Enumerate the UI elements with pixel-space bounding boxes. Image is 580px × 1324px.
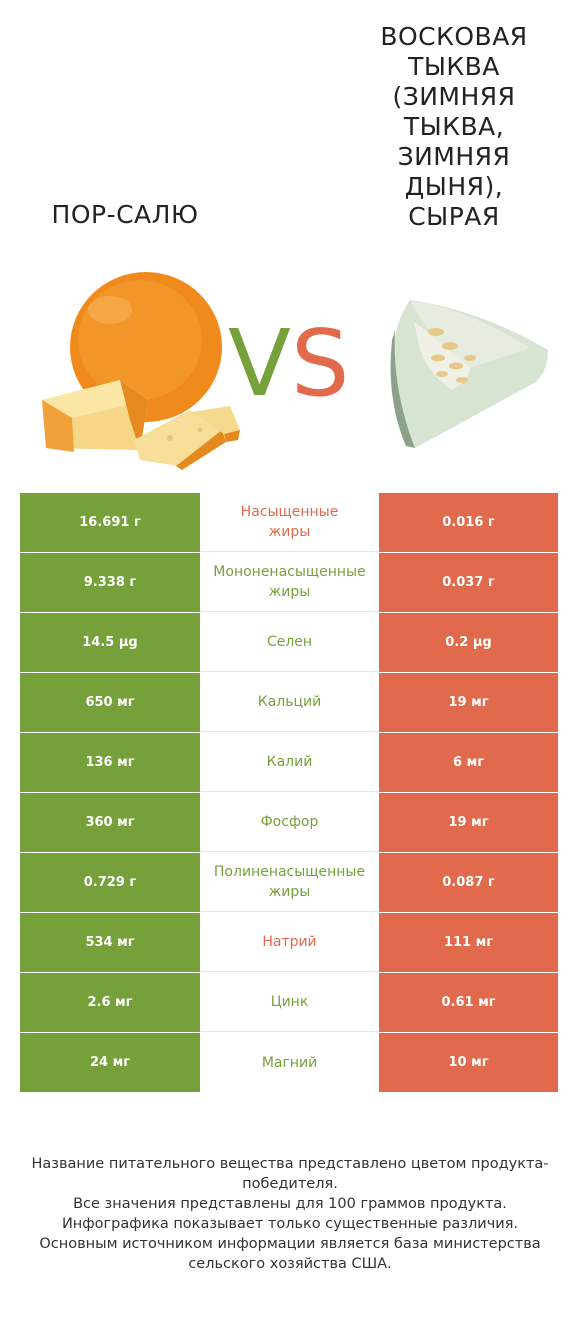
left-value: 2.6 мг [20, 973, 200, 1032]
vs-label: VS [228, 310, 350, 417]
product-right-title: ВОСКОВАЯ ТЫКВА (ЗИМНЯЯ ТЫКВА, ЗИМНЯЯ ДЫН… [380, 22, 528, 231]
table-row: 9.338 г Мононенасыщенные жиры 0.037 г [20, 553, 558, 612]
right-value: 19 мг [379, 793, 558, 852]
left-value: 360 мг [20, 793, 200, 852]
nutrient-name: Мононенасыщенные жиры [200, 553, 379, 612]
left-value: 16.691 г [20, 493, 200, 552]
footer-line: Основным источником информации является … [39, 1236, 541, 1272]
nutrient-name: Калий [200, 733, 379, 792]
comparison-table: 16.691 г Насыщенные жиры 0.016 г 9.338 г Моно… [20, 493, 558, 1093]
table-row: 136 мг Калий 6 мг [20, 733, 558, 792]
footer-line: Инфографика показывает только существенн… [61, 1216, 519, 1232]
right-value: 6 мг [379, 733, 558, 792]
table-row: 0.729 г Полиненасыщенные жиры 0.087 г [20, 853, 558, 912]
melon-image [390, 300, 548, 448]
footer-line: Все значения представлены для 100 граммо… [73, 1196, 507, 1212]
left-value: 534 мг [20, 913, 200, 972]
footer-line: Название питательного вещества представл… [31, 1156, 549, 1192]
left-value: 14.5 µg [20, 613, 200, 672]
footer-notes: Название питательного вещества представл… [20, 1154, 560, 1274]
nutrient-name: Насыщенные жиры [200, 493, 379, 552]
right-value: 0.016 г [379, 493, 558, 552]
nutrient-name: Фосфор [200, 793, 379, 852]
table-row: 24 мг Магний 10 мг [20, 1033, 558, 1092]
left-value: 9.338 г [20, 553, 200, 612]
right-value: 0.61 мг [379, 973, 558, 1032]
table-row: 2.6 мг Цинк 0.61 мг [20, 973, 558, 1032]
right-value: 0.2 µg [379, 613, 558, 672]
nutrient-name: Натрий [200, 913, 379, 972]
left-value: 650 мг [20, 673, 200, 732]
nutrient-name: Кальций [200, 673, 379, 732]
product-images [42, 272, 548, 470]
cheese-image [42, 272, 240, 470]
table-row: 650 мг Кальций 19 мг [20, 673, 558, 732]
right-value: 0.037 г [379, 553, 558, 612]
product-left-title: ПОР-САЛЮ [51, 200, 199, 229]
nutrient-name: Селен [200, 613, 379, 672]
nutrient-name: Цинк [200, 973, 379, 1032]
right-value: 19 мг [379, 673, 558, 732]
table-row: 360 мг Фосфор 19 мг [20, 793, 558, 852]
right-value: 0.087 г [379, 853, 558, 912]
left-value: 24 мг [20, 1033, 200, 1092]
table-row: 14.5 µg Селен 0.2 µg [20, 613, 558, 672]
table-row: 534 мг Натрий 111 мг [20, 913, 558, 972]
right-value: 111 мг [379, 913, 558, 972]
table-row: 16.691 г Насыщенные жиры 0.016 г [20, 493, 558, 552]
left-value: 0.729 г [20, 853, 200, 912]
left-value: 136 мг [20, 733, 200, 792]
nutrient-name: Магний [200, 1033, 379, 1092]
nutrient-name: Полиненасыщенные жиры [200, 853, 379, 912]
right-value: 10 мг [379, 1033, 558, 1092]
